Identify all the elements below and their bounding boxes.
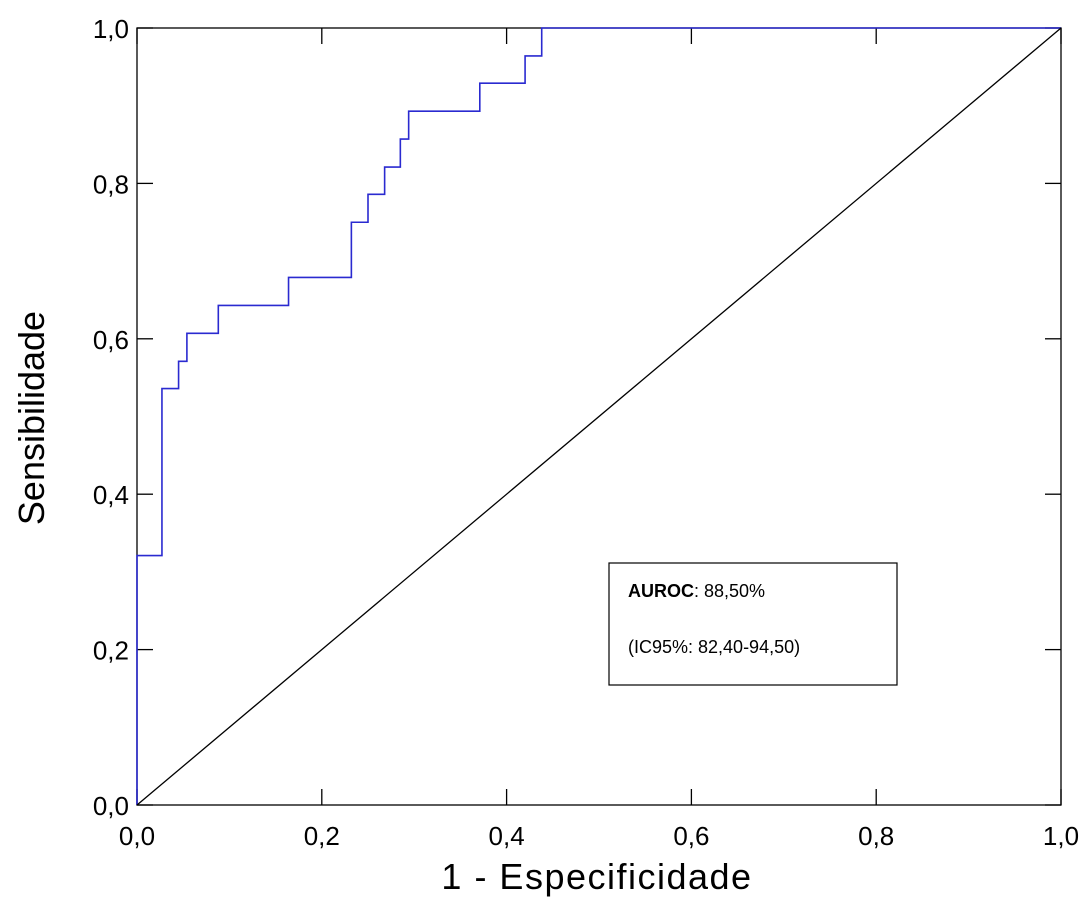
y-axis-title: Sensibilidade (11, 311, 52, 525)
reference-diagonal-line (136, 27, 1062, 806)
y-tick-label: 1,0 (93, 14, 129, 44)
x-tick-label: 0,8 (858, 821, 894, 851)
x-tick-label: 0,4 (489, 821, 525, 851)
y-tick-label: 0,8 (93, 169, 129, 199)
x-axis-title: 1 - Especificidade (441, 856, 752, 897)
x-tick-label: 1,0 (1043, 821, 1079, 851)
series-layer (136, 27, 1062, 806)
x-tick-label: 0,6 (673, 821, 709, 851)
auroc-ci: (IC95%: 82,40-94,50) (628, 637, 800, 657)
auroc-value: : 88,50% (694, 581, 765, 601)
y-tick-label: 0,6 (93, 325, 129, 355)
auroc-label: AUROC (628, 581, 694, 601)
roc-curve-line (136, 27, 1061, 805)
y-tick-label: 0,4 (93, 480, 129, 510)
tick-labels: 0,0 0,2 0,4 0,6 0,8 1,0 0,0 0,2 0,4 0,6 0,8 1,0 (93, 14, 1079, 851)
x-tick-label: 0,2 (304, 821, 340, 851)
x-tick-label: 0,0 (119, 821, 155, 851)
auroc-annotation-box: AUROC: 88,50% (IC95%: 82,40-94,50) (608, 562, 898, 686)
y-tick-label: 0,0 (93, 791, 129, 821)
svg-text:AUROC: 88,50%: AUROC: 88,50% (628, 581, 765, 601)
y-tick-label: 0,2 (93, 636, 129, 666)
